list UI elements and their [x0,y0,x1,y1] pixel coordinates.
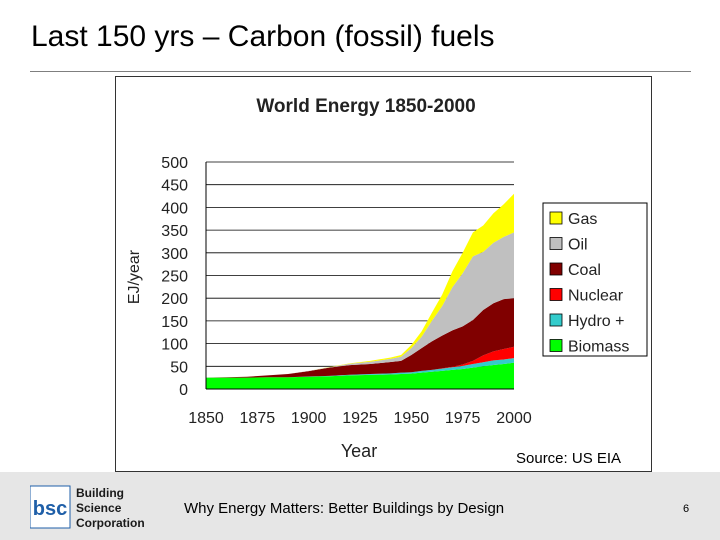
footer-text: Why Energy Matters: Better Buildings by … [184,500,505,517]
logo-line1: Building [76,486,124,500]
y-tick-label-0: 0 [179,382,188,399]
y-tick-label-250: 250 [161,269,188,286]
x-tick-label-1900: 1900 [291,410,327,427]
legend-label-hydro: Hydro + [568,313,624,330]
legend-label-oil: Oil [568,237,588,254]
y-tick-label-100: 100 [161,337,188,354]
y-tick-label-450: 450 [161,178,188,195]
title-divider [30,71,691,72]
y-tick-label-400: 400 [161,200,188,217]
source-note: Source: US EIA [516,450,622,467]
legend-swatch-coal [549,262,563,276]
logo-line3: Corporation [76,516,145,530]
legend-box [542,202,648,357]
legend-label-coal: Coal [568,262,601,279]
legend-swatch-oil [549,237,563,250]
world-energy-chart: World Energy 1850-2000 0 50 100 150 200 250 300… [126,96,648,461]
legend-label-biomass: Biomass [568,339,629,356]
area-oil [206,232,514,378]
y-tick-label-350: 350 [161,223,188,240]
legend-label-gas: Gas [568,211,597,228]
y-tick-label-150: 150 [161,314,188,331]
y-tick-label-500: 500 [161,155,188,172]
slide-number: 6 [683,503,690,515]
area-gas [206,193,514,378]
legend-label-nuclear: Nuclear [568,288,624,305]
x-tick-label-2000: 2000 [496,410,532,427]
legend-swatch-biomass [549,339,563,352]
x-tick-label-1875: 1875 [240,410,276,427]
footer-band [0,472,720,540]
chart-title: World Energy 1850-2000 [256,96,475,117]
area-coal [206,298,514,378]
x-axis-label: Year [341,441,377,461]
y-tick-label-50: 50 [170,359,188,376]
slide-title: Last 150 yrs – Carbon (fossil) fuels [31,20,495,53]
y-tick-label-200: 200 [161,291,188,308]
legend-swatch-hydro [549,313,563,327]
y-tick-label-300: 300 [161,246,188,263]
chart-frame: World Energy 1850-2000 0 50 100 150 200 250 300… [115,76,652,472]
area-hydro [206,358,514,378]
logo-line2: Science [76,501,122,515]
legend-swatch-gas [549,211,563,225]
logo-block [30,485,71,529]
bsc-logo: bsc Building Science Corporation [30,485,145,530]
logo-mark: bsc [33,498,67,520]
x-tick-label-1850: 1850 [188,410,224,427]
x-tick-label-1950: 1950 [394,410,430,427]
x-tick-label-1925: 1925 [342,410,378,427]
area-biomass [206,362,514,389]
x-tick-label-1975: 1975 [445,410,481,427]
y-axis-label: EJ/year [126,249,143,304]
legend-swatch-nuclear [549,288,563,301]
